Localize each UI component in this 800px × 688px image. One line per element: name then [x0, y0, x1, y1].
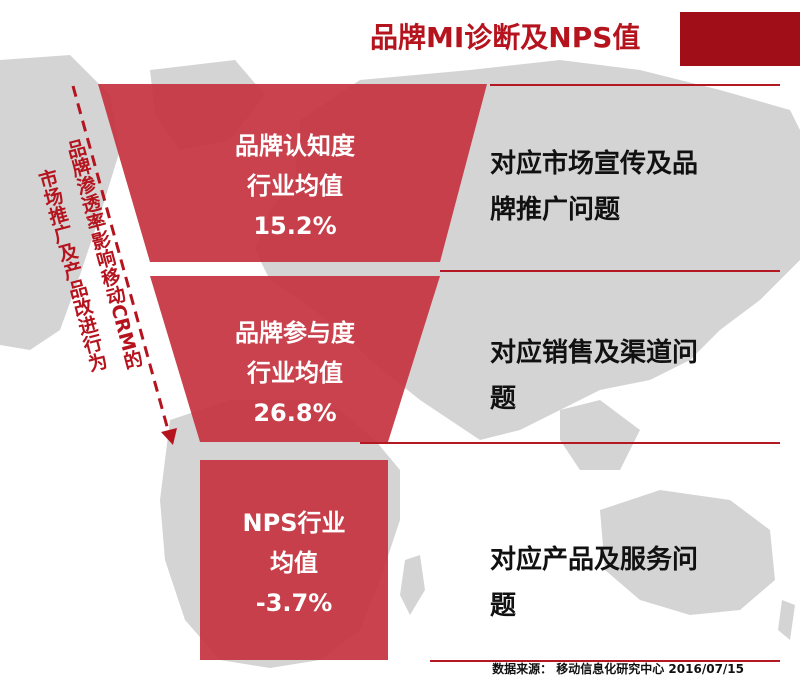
description-line: 对应产品及服务问	[490, 545, 699, 575]
stage-value: -3.7%	[255, 589, 333, 617]
new-zealand-shape	[778, 600, 795, 640]
divider-line	[430, 660, 780, 662]
stage-awareness-text: 品牌认知度 行业均值 15.2%	[180, 126, 410, 246]
stage-sub: 行业均值	[247, 172, 343, 200]
stage-awareness-description: 对应市场宣传及品 牌推广问题	[490, 141, 698, 233]
description-line: 牌推广问题	[490, 195, 621, 225]
divider-line	[440, 270, 780, 272]
stage-name: NPS行业	[242, 509, 346, 537]
description-line: 对应市场宣传及品	[490, 149, 699, 179]
divider-line	[360, 442, 780, 444]
stage-nps-description: 对应产品及服务问 题	[490, 537, 698, 629]
description-line: 题	[490, 591, 517, 621]
madagascar-shape	[400, 555, 425, 615]
dashed-arrow-line	[71, 85, 170, 431]
stage-engagement-description: 对应销售及渠道问 题	[490, 330, 698, 422]
stage-sub: 行业均值	[247, 359, 343, 387]
data-source-footer: 数据来源： 移动信息化研究中心 2016/07/15	[492, 662, 744, 676]
description-line: 对应销售及渠道问	[490, 338, 699, 368]
description-line: 题	[490, 384, 517, 414]
side-note: 品牌渗透率影响移动CRM的 市场推广及产品改进行为	[20, 137, 160, 375]
title-accent-bar	[680, 12, 800, 66]
funnel-stage-awareness	[98, 84, 487, 262]
southeast-asia-shape	[560, 400, 640, 470]
stage-sub: 均值	[270, 549, 318, 577]
page-title: 品牌MI诊断及NPS值	[370, 21, 641, 54]
stage-name: 品牌认知度	[235, 132, 355, 160]
divider-line	[490, 84, 780, 86]
australia-shape	[600, 490, 775, 615]
stage-name: 品牌参与度	[235, 319, 355, 347]
stage-value: 26.8%	[253, 399, 337, 427]
stage-nps-text: NPS行业 均值 -3.7%	[200, 503, 388, 623]
funnel-stage-engagement	[150, 276, 440, 442]
stage-value: 15.2%	[253, 212, 337, 240]
north-america-shape	[0, 55, 120, 350]
stage-engagement-text: 品牌参与度 行业均值 26.8%	[180, 313, 410, 433]
arrow-head-icon	[161, 428, 177, 445]
funnel-stage-nps	[200, 460, 388, 660]
